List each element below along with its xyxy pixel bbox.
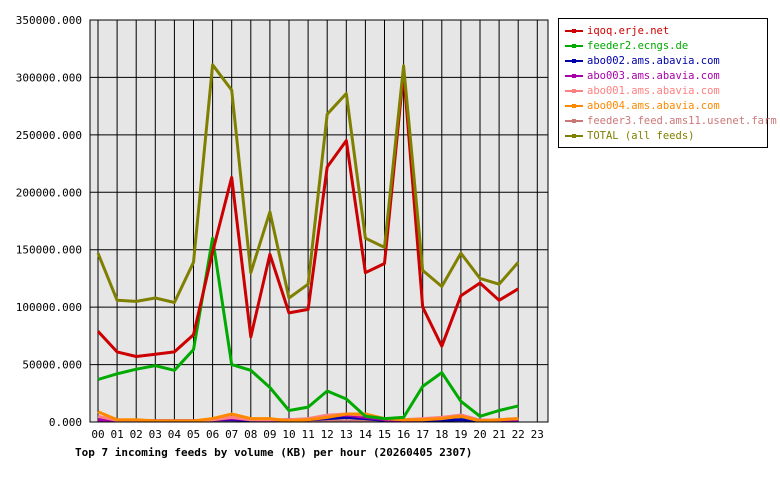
legend-swatch bbox=[563, 131, 585, 141]
legend-label: feeder2.ecngs.de bbox=[587, 39, 689, 52]
x-tick-label: 07 bbox=[225, 428, 238, 441]
plot-frame bbox=[89, 19, 549, 423]
legend-item: feeder3.feed.ams11.usenet.farm bbox=[563, 113, 777, 128]
y-tick-label: 200000.000 bbox=[16, 186, 82, 199]
series-lines bbox=[96, 63, 520, 423]
x-tick-label: 17 bbox=[416, 428, 429, 441]
legend-swatch bbox=[563, 86, 585, 96]
x-tick-label: 02 bbox=[130, 428, 143, 441]
legend-item: iqoq.erje.net bbox=[563, 23, 767, 38]
legend-item: abo004.ams.abavia.com bbox=[563, 98, 767, 113]
y-axis-ticks: 0.000 50000.000 100000.000 150000.000 200000… bbox=[16, 14, 82, 429]
y-tick-label: 50000.000 bbox=[22, 359, 82, 372]
legend-label: TOTAL (all feeds) bbox=[587, 129, 695, 142]
x-tick-label: 18 bbox=[435, 428, 448, 441]
x-tick-label: 15 bbox=[378, 428, 391, 441]
legend-swatch bbox=[563, 56, 585, 66]
y-tick-label: 250000.000 bbox=[16, 129, 82, 142]
x-tick-label: 00 bbox=[91, 428, 104, 441]
legend-swatch bbox=[563, 26, 585, 36]
series-line-5 bbox=[97, 410, 519, 423]
x-tick-label: 21 bbox=[492, 428, 505, 441]
x-tick-label: 19 bbox=[454, 428, 467, 441]
x-tick-label: 05 bbox=[187, 428, 200, 441]
series-line-1 bbox=[97, 236, 519, 421]
legend-label: abo001.ams.abavia.com bbox=[587, 84, 720, 97]
legend-label: feeder3.feed.ams11.usenet.farm bbox=[587, 114, 777, 127]
x-tick-label: 08 bbox=[244, 428, 257, 441]
legend-swatch bbox=[563, 101, 585, 111]
legend-item: abo003.ams.abavia.com bbox=[563, 68, 767, 83]
y-tick-label: 350000.000 bbox=[16, 14, 82, 27]
x-tick-label: 11 bbox=[301, 428, 314, 441]
legend: iqoq.erje.net feeder2.ecngs.de abo002.ams.… bbox=[558, 18, 777, 148]
legend-item: abo001.ams.abavia.com bbox=[563, 83, 767, 98]
x-tick-label: 06 bbox=[206, 428, 219, 441]
series-line-7 bbox=[96, 63, 520, 304]
legend-label: abo003.ams.abavia.com bbox=[587, 69, 720, 82]
x-tick-label: 04 bbox=[168, 428, 182, 441]
x-tick-label: 03 bbox=[149, 428, 162, 441]
x-tick-label: 09 bbox=[263, 428, 276, 441]
legend-item: feeder2.ecngs.de bbox=[563, 38, 767, 53]
legend-label: abo004.ams.abavia.com bbox=[587, 99, 720, 112]
x-tick-label: 20 bbox=[473, 428, 486, 441]
legend-label: iqoq.erje.net bbox=[587, 24, 670, 37]
x-tick-label: 01 bbox=[110, 428, 123, 441]
x-tick-label: 10 bbox=[282, 428, 295, 441]
x-tick-label: 16 bbox=[397, 428, 410, 441]
x-tick-label: 13 bbox=[340, 428, 353, 441]
legend-swatch bbox=[563, 41, 585, 51]
chart-title: Top 7 incoming feeds by volume (KB) per … bbox=[75, 446, 472, 459]
y-tick-label: 300000.000 bbox=[16, 71, 82, 84]
y-tick-label: 0.000 bbox=[49, 416, 82, 429]
legend-label: abo002.ams.abavia.com bbox=[587, 54, 720, 67]
y-tick-label: 100000.000 bbox=[16, 301, 82, 314]
x-tick-label: 23 bbox=[531, 428, 544, 441]
x-tick-label: 22 bbox=[512, 428, 525, 441]
x-tick-label: 12 bbox=[321, 428, 334, 441]
legend-swatch bbox=[563, 71, 585, 81]
series-line-0 bbox=[96, 70, 519, 358]
y-tick-label: 150000.000 bbox=[16, 244, 82, 257]
x-tick-label: 14 bbox=[359, 428, 373, 441]
legend-swatch bbox=[563, 116, 585, 126]
legend-item: TOTAL (all feeds) bbox=[563, 128, 767, 143]
legend-item: abo002.ams.abavia.com bbox=[563, 53, 767, 68]
x-axis-ticks: 00 01 02 03 04 05 06 07 08 09 10 11 12 13 14 15 16 17 18 19… bbox=[91, 428, 544, 441]
